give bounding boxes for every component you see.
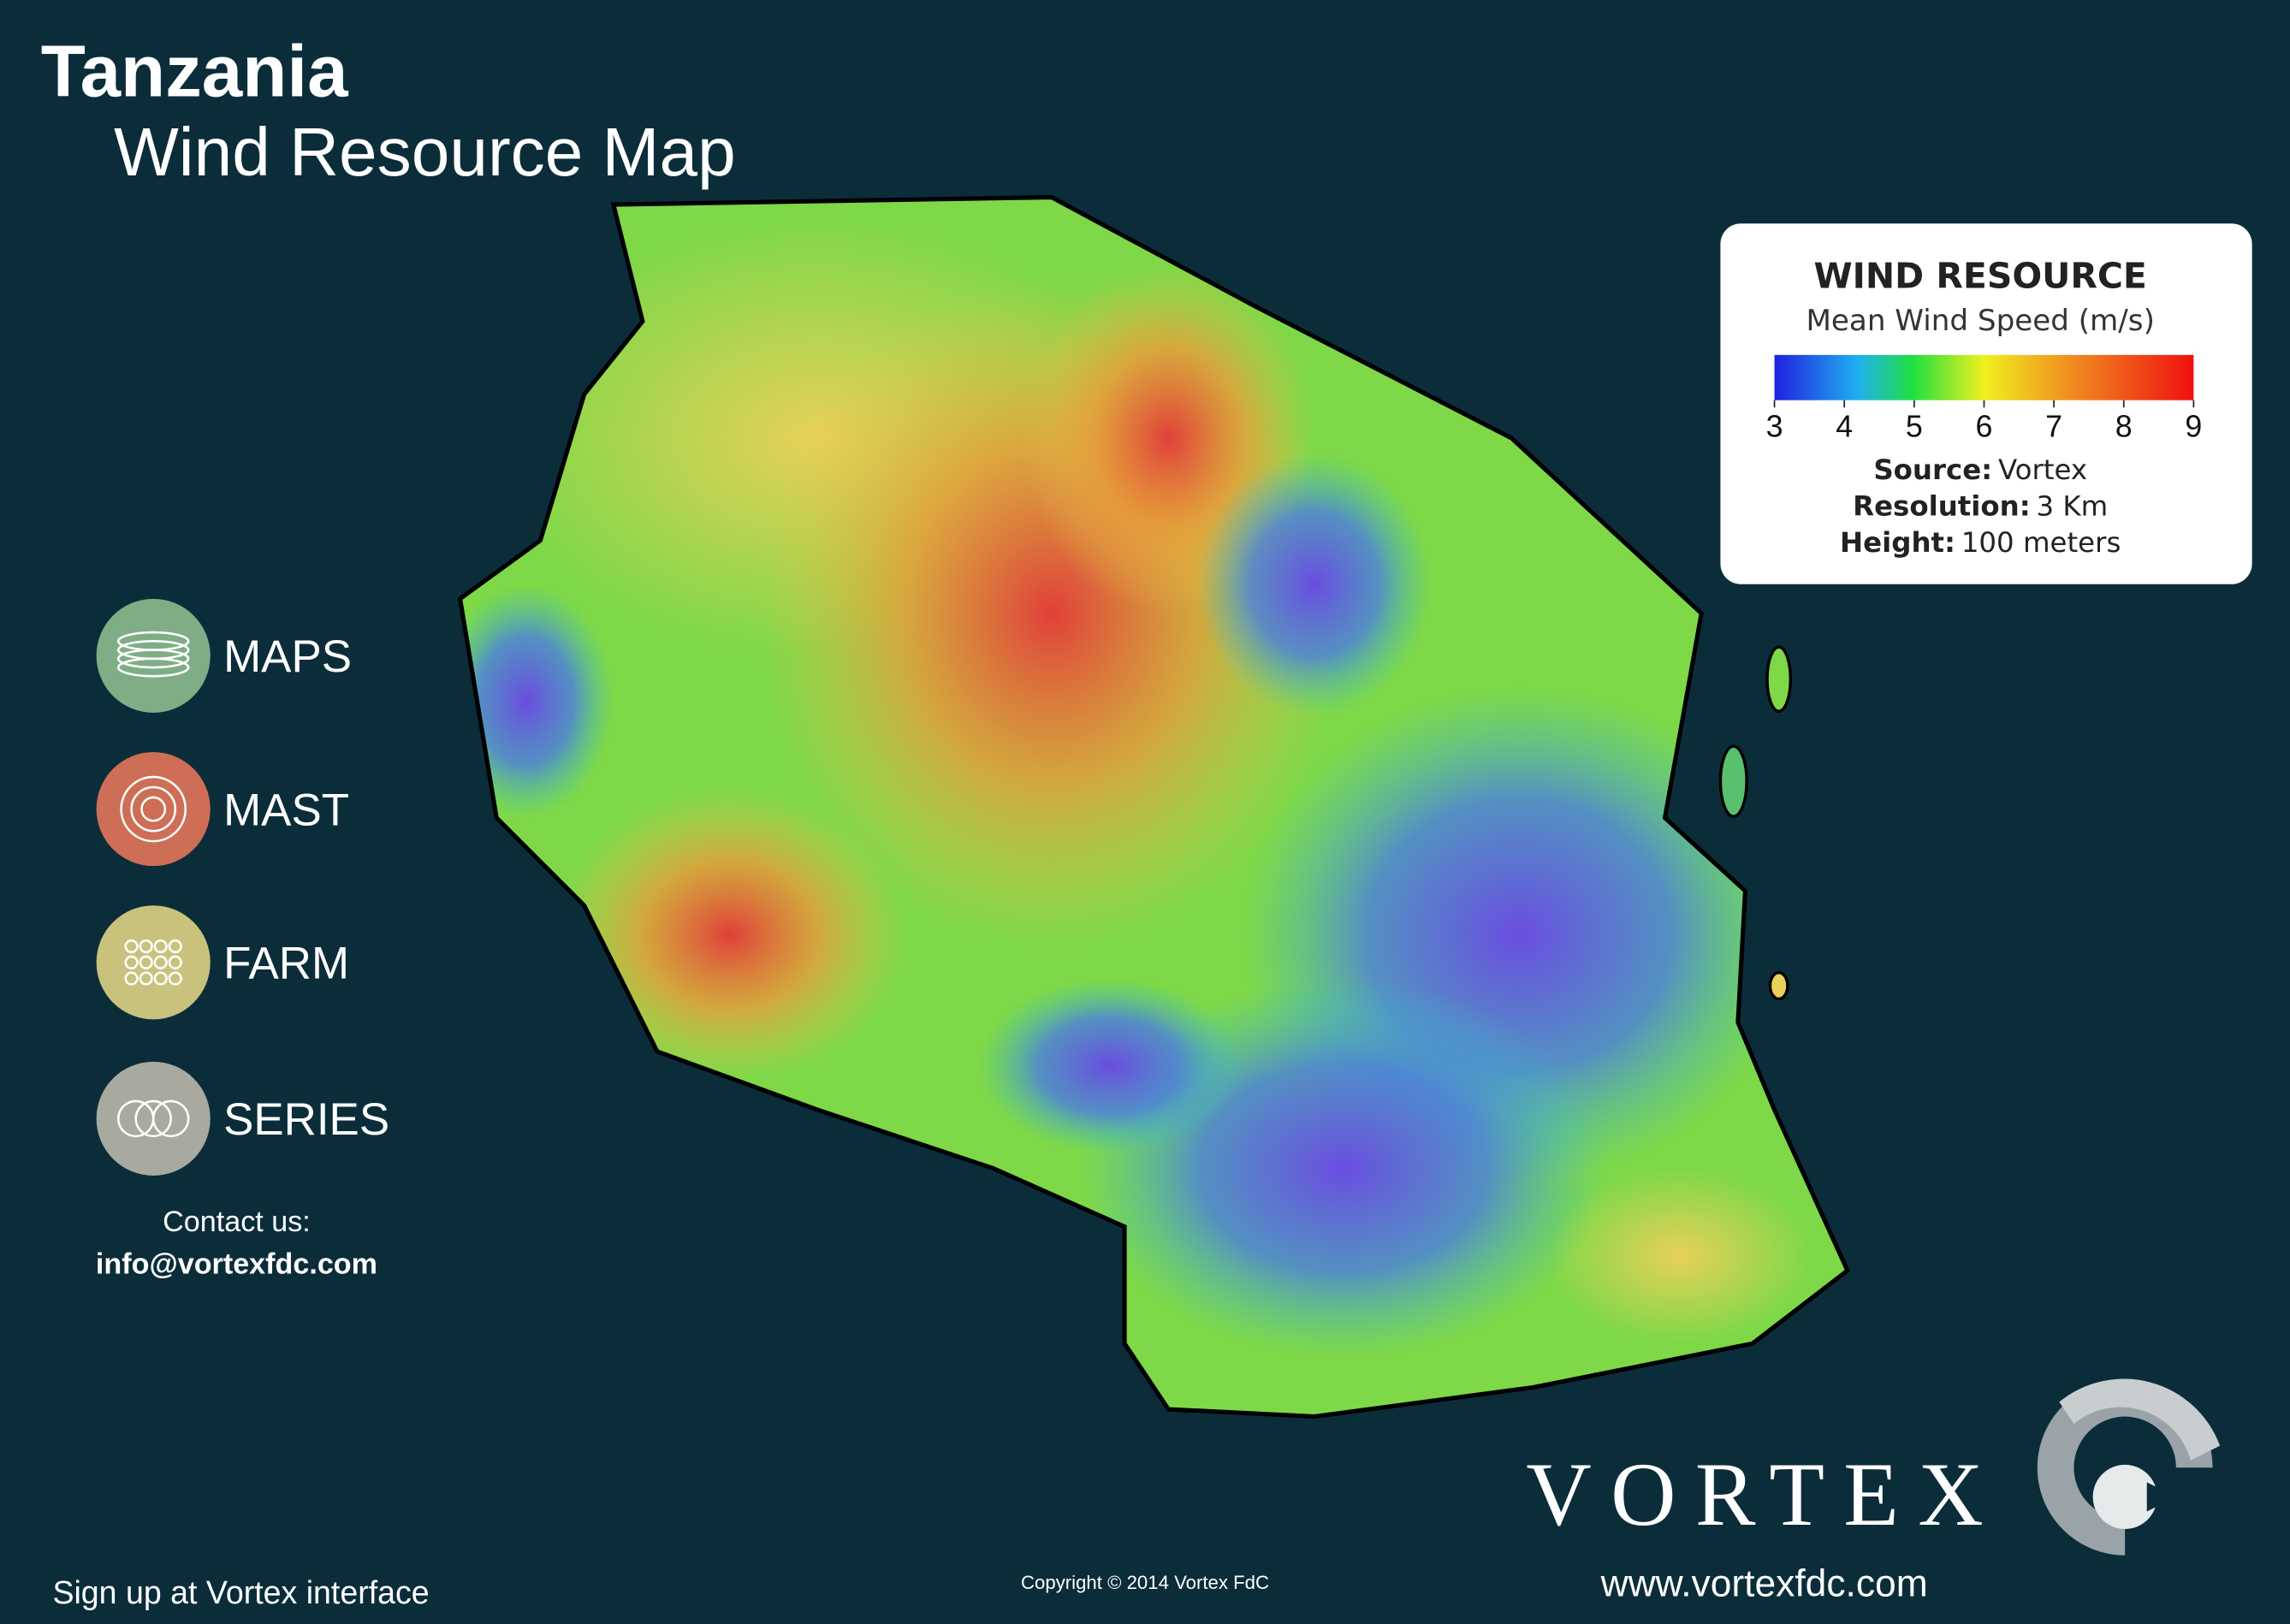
icon-line [168,939,182,954]
subtitle: Wind Resource Map [114,113,736,190]
menu-icon [96,905,211,1020]
detail-value: 3 Km [2037,490,2109,523]
brand-url[interactable]: www.vortexfdc.com [1600,1562,1928,1604]
legend-detail: Source: Vortex [1873,453,2087,486]
copyright: Copyright © 2014 Vortex FdC [1021,1572,1269,1593]
legend-box [1720,223,2252,584]
colorbar-tick-label: 3 [1766,409,1783,443]
legend: WIND RESOURCE Mean Wind Speed (m/s) 3 4 5 6… [1720,223,2252,584]
colorbar-ticks: 3 4 5 6 7 8 9 [1766,400,2202,443]
detail-value: 100 meters [1961,526,2121,559]
icon-line [153,971,168,986]
icon-line [120,775,187,843]
menu-item[interactable]: MAST [96,752,349,867]
icon-line [168,971,182,986]
detail-label: Height: [1840,526,1955,559]
colorbar-tick-label: 8 [2115,409,2133,443]
brand-name: VORTEX [1526,1444,1983,1544]
icon-line [140,796,167,822]
brand-logo [2037,1378,2221,1556]
colorbar-tick-label: 9 [2185,409,2202,443]
icon-line [116,657,190,678]
detail-value: Vortex [1998,453,2087,486]
menu-item[interactable]: SERIES [96,1061,389,1176]
colorbar-tick-label: 4 [1836,409,1853,443]
icon-line [116,649,190,669]
icon-line [124,955,139,969]
menu-label[interactable]: SERIES [223,1094,389,1145]
icon-line [130,785,177,833]
legend-detail: Height: 100 meters [1840,526,2121,559]
icon-line [134,1099,172,1138]
colorbar-tick-label: 6 [1975,409,1992,443]
legend-title: WIND RESOURCE [1813,255,2146,296]
signup[interactable]: Sign up at Vortex interface [52,1574,429,1610]
icon-line [153,955,168,969]
colorbar-tick-label: 5 [1906,409,1923,443]
menu-item[interactable]: FARM [96,905,349,1020]
title: Tanzania [41,32,348,113]
icon-line [139,955,153,969]
menu-label[interactable]: MAPS [223,631,352,682]
legend-detail: Resolution: 3 Km [1853,490,2108,523]
contact-email[interactable]: info@vortexfdc.com [96,1248,377,1280]
icon-line [124,971,139,986]
detail-label: Resolution: [1853,490,2031,523]
menu-icon [96,598,211,713]
icon-line [153,939,168,954]
icon-line [139,939,153,954]
colorbar-tick-label: 7 [2045,409,2062,443]
detail-label: Source: [1873,453,1992,486]
menu-icon [96,752,211,867]
menu-label[interactable]: MAST [223,785,349,835]
icon-line [124,939,139,954]
colorbar [1774,354,2194,400]
menu-label[interactable]: FARM [223,939,349,989]
map [457,194,1851,1420]
icon-line [168,955,182,969]
legend-subtitle: Mean Wind Speed (m/s) [1806,304,2154,338]
menu: MAPS MAST FARM SERIES [96,598,389,1176]
contact-label: Contact us: [163,1206,311,1238]
menu-item[interactable]: MAPS [96,598,352,713]
icon-line [151,1099,190,1138]
icon-line [139,971,153,986]
